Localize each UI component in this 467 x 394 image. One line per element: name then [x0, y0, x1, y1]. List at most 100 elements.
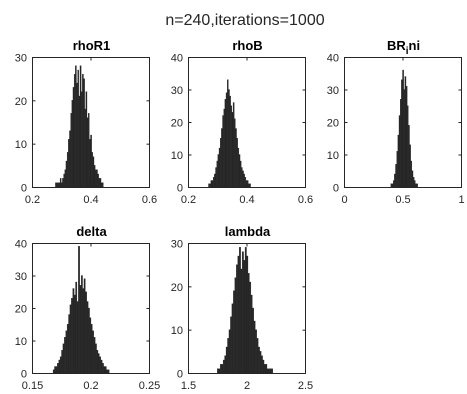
histogram-bar	[235, 128, 237, 188]
histogram-bar	[236, 264, 238, 374]
histogram-bar	[79, 285, 82, 374]
histogram-bar	[88, 307, 90, 374]
y-tick-label: 0	[177, 183, 183, 195]
histogram-bar	[246, 255, 249, 374]
histogram-bar	[54, 366, 57, 374]
y-tick-label: 0	[177, 369, 183, 381]
histogram-bar	[255, 329, 257, 374]
histogram-bar	[63, 173, 65, 188]
histogram-bar	[269, 368, 272, 374]
histogram-bar	[263, 364, 266, 374]
histogram-bar	[390, 183, 393, 188]
y-tick-label: 30	[327, 85, 339, 97]
histogram-bar	[222, 115, 224, 188]
histogram-bars	[208, 79, 251, 188]
histogram-bar	[89, 139, 91, 188]
histogram-bar	[72, 87, 75, 188]
histogram-bar	[68, 314, 71, 374]
histogram-bar	[78, 246, 80, 374]
y-tick-label: 0	[21, 183, 27, 195]
histogram-bar	[225, 346, 228, 374]
y-tick-label: 10	[171, 325, 183, 337]
y-tick-label: 30	[15, 53, 27, 65]
histogram-bar	[71, 100, 74, 188]
histogram-bars	[390, 69, 418, 188]
y-tick-label: 0	[333, 183, 339, 195]
histogram-bar	[76, 82, 78, 188]
histogram-bar	[239, 160, 242, 188]
histogram-bar	[209, 183, 211, 188]
y-tick-label: 0	[21, 369, 27, 381]
histogram-bar	[85, 91, 88, 188]
y-tick-label: 20	[171, 282, 183, 294]
histogram-bar	[242, 170, 244, 188]
histogram-bar	[83, 278, 86, 374]
histogram-bar	[415, 183, 417, 188]
histogram-bar	[402, 69, 404, 188]
x-tick-label: 2.5	[298, 380, 313, 392]
histogram-bar	[259, 351, 262, 374]
histogram-bar	[64, 337, 66, 374]
x-tick-label: 0	[341, 194, 347, 206]
histogram-bar	[218, 147, 221, 188]
histogram-bar	[256, 338, 259, 374]
histogram-bar	[397, 134, 400, 188]
histogram-bar	[241, 251, 244, 374]
histogram-bar	[215, 167, 217, 188]
histogram-bar	[57, 182, 60, 188]
histogram-bar	[107, 369, 110, 374]
histogram-bar	[258, 346, 260, 374]
y-tick-label: 30	[171, 239, 183, 251]
histogram-bar	[91, 152, 93, 188]
figure-title: n=240,iterations=1000	[165, 12, 324, 29]
histogram-bar	[409, 144, 411, 188]
histogram-bar	[237, 255, 240, 374]
histogram-bar	[106, 369, 108, 374]
panel-title: rhoB	[232, 38, 262, 53]
histogram-bar	[392, 180, 395, 188]
histogram-bar	[410, 160, 413, 188]
histogram-bar	[401, 79, 403, 188]
histogram-bar	[78, 95, 81, 188]
x-tick-label: 0.2	[181, 194, 196, 206]
histogram-bar	[232, 102, 235, 188]
histogram-bar	[73, 74, 76, 188]
histogram-bar	[403, 89, 405, 188]
histogram-bar	[89, 317, 92, 374]
panel-title: lambda	[225, 224, 271, 239]
histogram-bar	[96, 169, 98, 188]
histogram-bar	[102, 363, 104, 374]
histogram-bar	[405, 86, 408, 188]
x-tick-label: 0.2	[25, 194, 40, 206]
histogram-bar	[239, 247, 241, 374]
histogram-bar	[59, 178, 62, 188]
histogram-bar	[404, 76, 407, 188]
histogram-bar	[75, 65, 77, 188]
histogram-bar	[234, 277, 237, 374]
histogram-bar	[416, 183, 418, 188]
histogram-bar	[62, 178, 64, 188]
histogram-bar	[92, 330, 94, 374]
y-tick-label: 20	[15, 96, 27, 108]
histogram-bar	[76, 301, 79, 374]
y-tick-label: 20	[171, 118, 183, 130]
y-tick-label: 20	[327, 118, 339, 130]
histogram-bar	[65, 330, 68, 374]
y-tick-label: 10	[327, 150, 339, 162]
histogram-bar	[72, 288, 75, 374]
histogram-bar	[237, 147, 240, 188]
histogram-bar	[231, 112, 234, 188]
histogram-bar	[64, 169, 67, 188]
histogram-bar	[230, 316, 233, 374]
histogram-bar	[395, 164, 397, 188]
y-tick-label: 40	[171, 53, 183, 65]
x-tick-label: 1.5	[181, 380, 196, 392]
histogram-bars	[52, 246, 110, 374]
histogram-bar	[97, 173, 99, 188]
histogram-bar	[391, 183, 394, 188]
histogram-bar	[52, 369, 55, 374]
histogram-bar	[93, 337, 96, 374]
y-tick-label: 20	[15, 304, 27, 316]
histogram-bar	[97, 353, 100, 374]
histogram-bar	[55, 366, 58, 374]
